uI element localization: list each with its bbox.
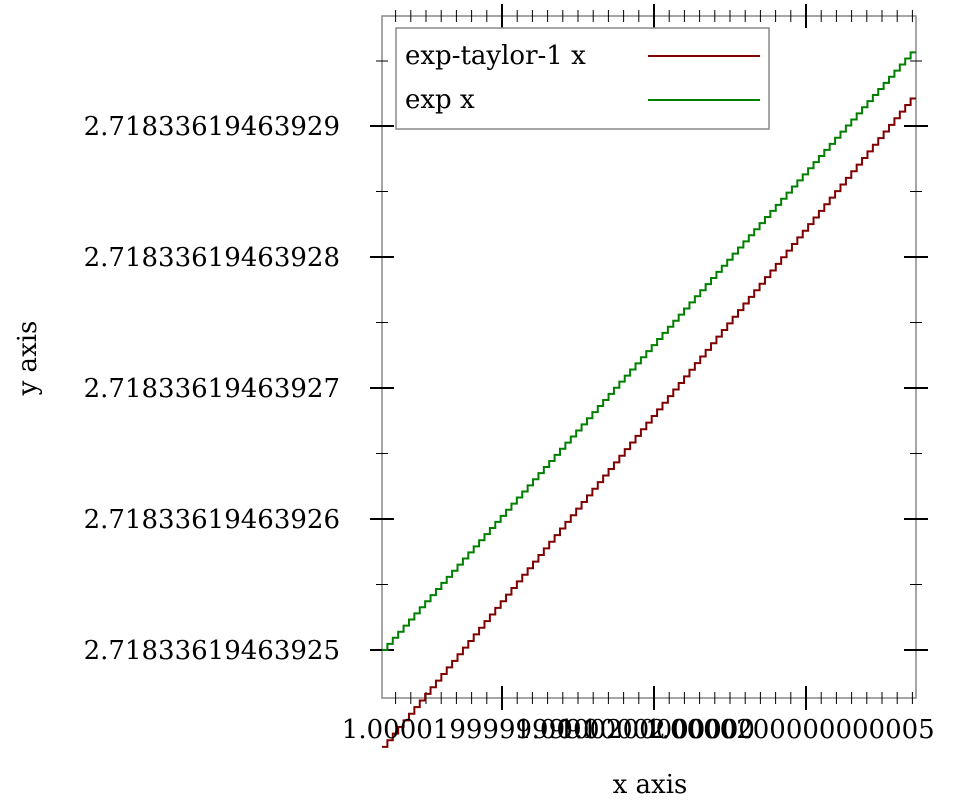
legend-label-exp: exp x bbox=[405, 85, 475, 115]
y-axis-label: y axis bbox=[13, 321, 43, 397]
x-axis-label: x axis bbox=[613, 770, 688, 800]
series-line-exp bbox=[382, 51, 916, 651]
series-lines bbox=[382, 51, 916, 748]
y-tick-label: 2.71833619463928 bbox=[84, 243, 340, 273]
legend-box bbox=[395, 27, 770, 130]
legend-label-exp-taylor-1: exp-taylor-1 x bbox=[405, 41, 586, 71]
x-tick-label: 1.00001999999991 bbox=[342, 715, 598, 745]
series-line-exp-taylor-1 bbox=[382, 97, 916, 748]
y-tick-label: 2.71833619463929 bbox=[84, 112, 340, 142]
x-axis-tick-labels: 1.00001999999991 1.00002 1.0000200000000… bbox=[342, 715, 935, 745]
axis-ticks bbox=[370, 4, 928, 710]
y-tick-label: 2.71833619463925 bbox=[84, 636, 340, 666]
y-tick-label: 2.71833619463926 bbox=[84, 505, 340, 535]
plot-area-frame bbox=[381, 15, 917, 699]
x-tick-label: 1.0000200000000005 bbox=[645, 715, 934, 745]
legend: exp-taylor-1 x exp x bbox=[395, 27, 770, 130]
y-axis-tick-labels: 2.71833619463925 2.71833619463926 2.7183… bbox=[84, 112, 340, 666]
y-tick-label: 2.71833619463927 bbox=[84, 374, 340, 404]
x-tick-label: 1.0000200000000 bbox=[515, 715, 755, 745]
x-tick-label: 1.00002 bbox=[558, 715, 666, 745]
